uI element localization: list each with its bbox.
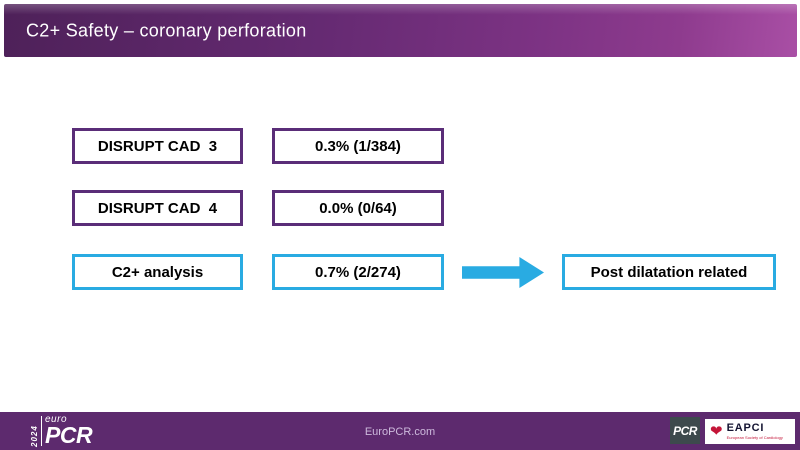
study-label-text: DISRUPT CAD 4 <box>97 199 218 217</box>
result-value-text: 0.0% (0/64) <box>319 199 397 217</box>
logo-pcr-text: PCR <box>45 422 93 448</box>
slide-title: C2+ Safety – coronary perforation <box>26 20 307 40</box>
header-bar: C2+ Safety – coronary perforation <box>4 4 797 57</box>
logo-divider <box>41 416 42 446</box>
annotation-post-dilatation: Post dilatation related <box>562 254 776 290</box>
study-label-disrupt-cad-3: DISRUPT CAD 3 <box>72 128 243 164</box>
result-value-c2-analysis: 0.7% (2/274) <box>272 254 444 290</box>
eapci-text-block: EAPCI European Society of Cardiology <box>726 422 783 441</box>
heart-icon: ❤ <box>710 423 723 440</box>
result-value-text: 0.7% (2/274) <box>315 263 401 281</box>
result-value-disrupt-cad-3: 0.3% (1/384) <box>272 128 444 164</box>
annotation-text: Post dilatation related <box>590 263 748 281</box>
europcr-2024-logo: 2024 euro PCR <box>30 414 93 448</box>
pcr-logo-badge: PCR <box>670 417 700 444</box>
eapci-name: EAPCI <box>726 422 765 434</box>
study-label-disrupt-cad-4: DISRUPT CAD 4 <box>72 190 243 226</box>
result-value-disrupt-cad-4: 0.0% (0/64) <box>272 190 444 226</box>
study-label-text: DISRUPT CAD 3 <box>97 137 218 155</box>
study-label-text: C2+ analysis <box>111 263 204 281</box>
eapci-logo-badge: ❤ EAPCI European Society of Cardiology <box>705 419 795 444</box>
footer-url: EuroPCR.com <box>364 426 436 438</box>
pcr-badge-text: PCR <box>673 423 697 438</box>
logo-euro-text: euro <box>45 414 68 425</box>
right-arrow-icon <box>462 257 544 288</box>
logo-words: euro PCR <box>45 414 93 448</box>
footer-bar: 2024 euro PCR EuroPCR.com PCR ❤ EAPCI Eu… <box>0 412 800 450</box>
result-value-text: 0.3% (1/384) <box>315 137 401 155</box>
study-label-c2-analysis: C2+ analysis <box>72 254 243 290</box>
eapci-subtext: European Society of Cardiology <box>726 435 783 440</box>
